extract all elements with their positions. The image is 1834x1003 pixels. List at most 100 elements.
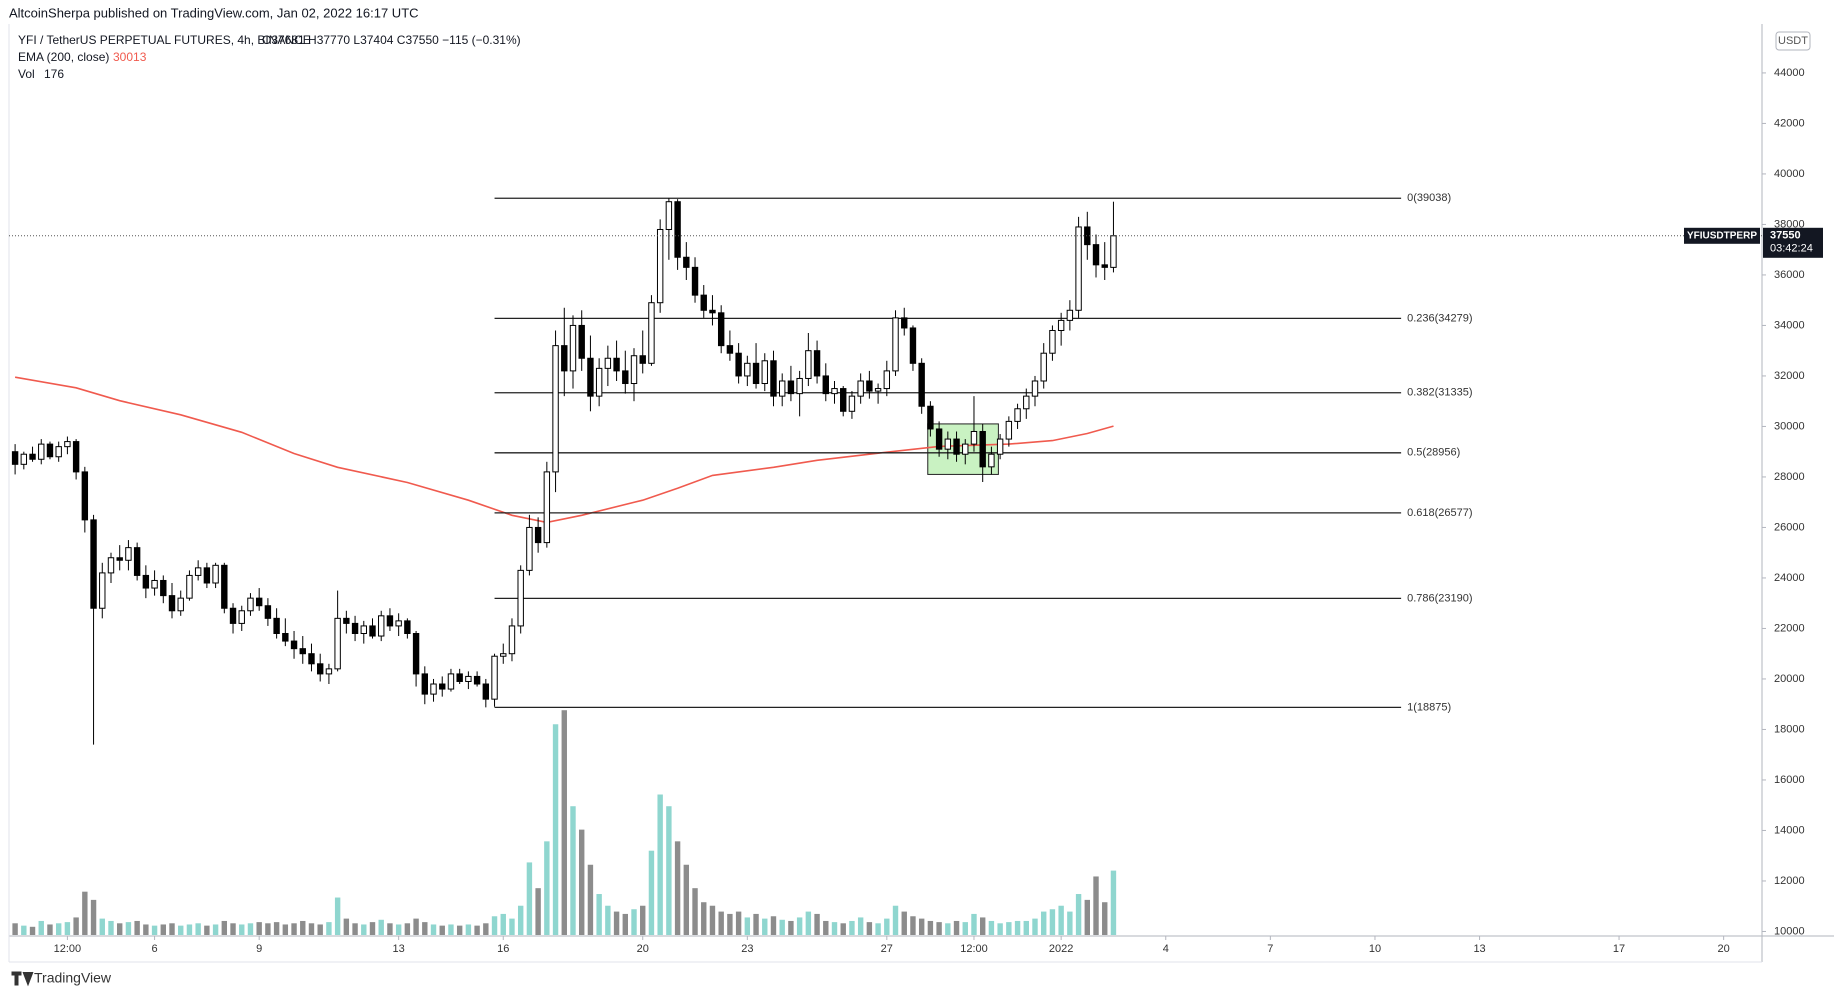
volume-bar <box>404 923 411 935</box>
volume-bar <box>866 922 873 935</box>
ema-value: 30013 <box>113 50 147 64</box>
fib-label: 0.618(26577) <box>1407 507 1472 519</box>
candle-body <box>752 362 760 385</box>
volume-bar <box>195 923 201 935</box>
x-tick-label: 20 <box>637 943 649 955</box>
candle-body <box>587 357 594 397</box>
candle-body <box>439 683 446 690</box>
candle-body <box>116 557 123 561</box>
candle-body <box>848 395 856 412</box>
volume-bar <box>892 905 899 935</box>
volume-bar <box>840 923 846 935</box>
volume-bar <box>962 922 968 935</box>
volume-bar <box>169 923 175 935</box>
volume-bar <box>483 923 489 935</box>
candle-body <box>412 633 420 675</box>
volume-bar <box>247 923 254 935</box>
volume-bar <box>1067 911 1073 935</box>
vol-value: 176 <box>44 67 64 81</box>
countdown: 03:42:24 <box>1770 243 1813 255</box>
volume-bar <box>178 925 184 935</box>
volume-bar <box>300 920 306 935</box>
y-tick-label: 42000 <box>1774 117 1805 129</box>
candle-body <box>308 653 315 665</box>
candle-body <box>962 443 969 455</box>
volume-bar <box>517 905 524 935</box>
candle-body <box>186 574 193 599</box>
volume-bar <box>143 924 149 935</box>
candle-body <box>125 547 132 561</box>
y-tick-label: 20000 <box>1774 673 1805 685</box>
y-tick-label: 28000 <box>1774 471 1805 483</box>
volume-bar <box>12 923 18 935</box>
volume-bar <box>753 913 759 935</box>
volume-bar <box>927 920 934 935</box>
volume-bar <box>884 918 890 935</box>
volume-bar <box>971 913 977 935</box>
volume-bar <box>648 850 655 935</box>
candle-body <box>761 360 768 385</box>
volume-bar <box>640 905 646 935</box>
volume-bar <box>474 925 480 935</box>
candle-body <box>491 655 498 700</box>
volume-bar <box>265 923 271 935</box>
y-tick-label: 24000 <box>1774 572 1805 584</box>
volume-bar <box>1058 905 1064 935</box>
volume-bar <box>770 916 777 935</box>
candle-body <box>107 557 115 574</box>
fib-label: 0.786(23190) <box>1407 592 1472 604</box>
volume-bar <box>1006 922 1012 935</box>
volume-bar <box>762 918 768 935</box>
candle-body <box>970 430 978 445</box>
x-tick-label: 13 <box>393 943 405 955</box>
volume-bar <box>727 913 733 935</box>
candle-body <box>46 443 54 458</box>
candle-body <box>1005 420 1013 440</box>
x-tick-label: 10 <box>1369 943 1381 955</box>
volume-bar <box>735 911 742 935</box>
x-tick-label: 23 <box>741 943 753 955</box>
candle-body <box>857 380 864 397</box>
volume-bar <box>552 724 559 935</box>
volume-bar <box>369 922 376 935</box>
volume-bar <box>73 917 79 935</box>
volume-bar <box>788 920 794 935</box>
volume-bar <box>526 862 533 935</box>
candle-body <box>404 620 411 635</box>
candle-body <box>561 345 568 372</box>
x-tick-label: 4 <box>1163 943 1169 955</box>
volume-bar <box>29 926 36 935</box>
volume-bar <box>151 925 158 935</box>
volume-bar <box>90 899 97 935</box>
candle-body <box>630 355 638 385</box>
volume-bar <box>117 923 123 935</box>
candle-body <box>709 309 716 314</box>
y-tick-label: 32000 <box>1774 370 1805 382</box>
candle-body <box>918 362 925 407</box>
candle-body <box>517 569 524 627</box>
ohlc: O37681 H37770 L37404 C37550 −115 (−0.31%… <box>262 33 521 47</box>
volume-bar <box>82 891 88 935</box>
candle-body <box>779 380 786 397</box>
candle-body <box>534 526 542 544</box>
candle-body <box>99 572 106 609</box>
candle-body <box>927 405 934 430</box>
volume-bar <box>317 924 323 935</box>
volume-bar <box>1041 911 1047 935</box>
volume-bar <box>587 864 594 935</box>
volume-bar <box>465 924 472 935</box>
volume-bar <box>596 894 602 935</box>
candle-body <box>953 438 960 455</box>
y-tick-label: 40000 <box>1774 168 1805 180</box>
candle-body <box>805 350 812 379</box>
candle-body <box>247 597 254 612</box>
volume-bar <box>204 925 210 935</box>
volume-bar <box>831 922 838 935</box>
volume-bar <box>744 917 751 935</box>
volume-bar <box>544 841 550 935</box>
volume-bar <box>1102 902 1108 935</box>
chart-title: YFI / TetherUS PERPETUAL FUTURES, 4h, BI… <box>18 33 311 47</box>
y-tick-label: 12000 <box>1774 875 1805 887</box>
volume-bar <box>21 925 27 935</box>
